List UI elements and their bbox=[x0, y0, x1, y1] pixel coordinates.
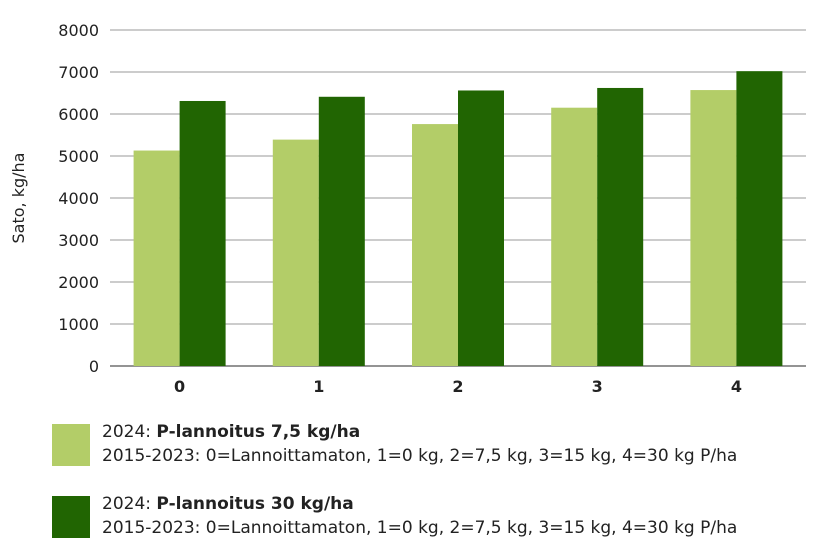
x-tick-labels: 0 1 2 3 4 bbox=[174, 377, 742, 396]
y-tick-label: 4000 bbox=[58, 189, 99, 208]
bar-series-1-cat-1 bbox=[272, 139, 319, 366]
legend-item-series-1: 2024: P-lannoitus 7,5 kg/ha 2015-2023: 0… bbox=[52, 420, 812, 482]
legend-swatch-series-1 bbox=[52, 424, 90, 466]
x-tick-label: 1 bbox=[313, 377, 324, 396]
y-tick-label: 2000 bbox=[58, 273, 99, 292]
legend-item-series-2: 2024: P-lannoitus 30 kg/ha 2015-2023: 0=… bbox=[52, 492, 812, 554]
legend: 2024: P-lannoitus 7,5 kg/ha 2015-2023: 0… bbox=[52, 420, 812, 554]
y-tick-label: 8000 bbox=[58, 21, 99, 40]
bars bbox=[133, 71, 783, 367]
y-tick-label: 1000 bbox=[58, 315, 99, 334]
bar-series-2-cat-2 bbox=[458, 90, 504, 366]
y-tick-label: 0 bbox=[89, 357, 99, 376]
bar-series-1-cat-3 bbox=[551, 107, 598, 366]
x-tick-label: 0 bbox=[174, 377, 185, 396]
legend-prefix: 2024: bbox=[102, 422, 157, 442]
x-tick-label: 4 bbox=[731, 377, 742, 396]
bar-series-2-cat-3 bbox=[597, 87, 644, 367]
y-tick-labels: 0 1000 2000 3000 4000 5000 6000 7000 8000 bbox=[58, 21, 99, 376]
y-tick-label: 6000 bbox=[58, 105, 99, 124]
x-tick-label: 2 bbox=[452, 377, 463, 396]
y-tick-label: 5000 bbox=[58, 147, 99, 166]
legend-prefix: 2024: bbox=[102, 494, 157, 514]
bar-series-1-cat-2 bbox=[412, 124, 458, 366]
x-tick-label: 3 bbox=[592, 377, 603, 396]
legend-label: P-lannoitus 30 kg/ha bbox=[156, 494, 354, 514]
bar-series-1-cat-0 bbox=[133, 150, 180, 366]
bar-series-2-cat-1 bbox=[318, 96, 365, 366]
y-axis-label: Sato, kg/ha bbox=[9, 153, 28, 244]
y-tick-label: 7000 bbox=[58, 63, 99, 82]
legend-sublabel: 2015-2023: 0=Lannoittamaton, 1=0 kg, 2=7… bbox=[102, 518, 738, 538]
legend-sublabel: 2015-2023: 0=Lannoittamaton, 1=0 kg, 2=7… bbox=[102, 446, 738, 466]
legend-label: P-lannoitus 7,5 kg/ha bbox=[156, 422, 361, 442]
legend-swatch-series-2 bbox=[52, 496, 90, 538]
bar-series-1-cat-4 bbox=[690, 90, 737, 366]
y-tick-label: 3000 bbox=[58, 231, 99, 250]
bar-series-2-cat-0 bbox=[179, 100, 226, 366]
bar-series-2-cat-4 bbox=[736, 71, 783, 366]
